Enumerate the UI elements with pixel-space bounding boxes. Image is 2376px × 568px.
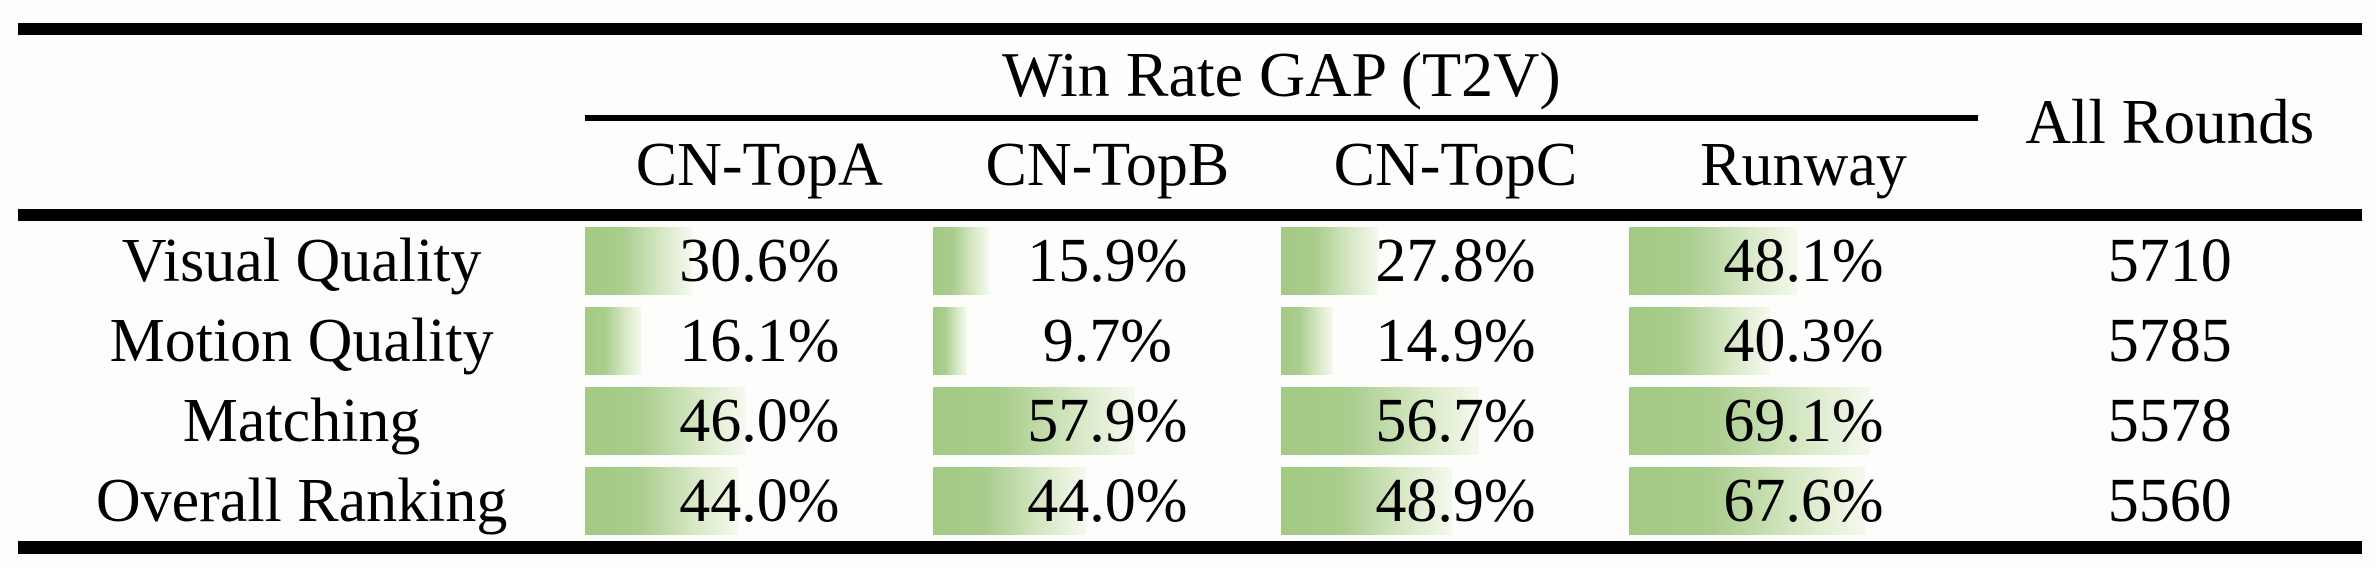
win-rate-value: 30.6% (679, 227, 840, 295)
win-rate-bar (1629, 387, 1870, 455)
win-rate-bar (933, 227, 989, 295)
win-rate-bar (1629, 307, 1770, 375)
all-rounds-value: 5578 (2107, 387, 2232, 455)
win-rate-value: 27.8% (1375, 227, 1536, 295)
table-row: Overall Ranking 44.0% 44.0% 48.9% 67.6% … (18, 461, 2362, 541)
win-rate-cell: 27.8% (1281, 221, 1629, 301)
bottom-rule (18, 541, 2362, 554)
win-rate-value: 69.1% (1723, 387, 1884, 455)
win-rate-bar (1281, 307, 1334, 375)
win-rate-table: Win Rate GAP (T2V) All Rounds CN-TopA CN… (18, 23, 2362, 554)
column-header-runway: Runway (1700, 131, 1907, 199)
header-body-rule (18, 209, 2362, 221)
win-rate-value: 56.7% (1375, 387, 1536, 455)
win-rate-value: 14.9% (1375, 307, 1536, 375)
row-label: Motion Quality (109, 307, 494, 375)
win-rate-cell: 56.7% (1281, 381, 1629, 461)
win-rate-cell: 40.3% (1629, 301, 1977, 381)
table-row: Visual Quality 30.6% 15.9% 27.8% 48.1% 5… (18, 221, 2362, 301)
win-rate-cell: 16.1% (585, 301, 933, 381)
win-rate-cell: 46.0% (585, 381, 933, 461)
win-rate-cell: 44.0% (585, 461, 933, 541)
column-header-cn-topb: CN-TopB (985, 131, 1230, 199)
win-rate-bar (933, 387, 1135, 455)
row-label: Overall Ranking (95, 467, 508, 535)
win-rate-cell: 57.9% (933, 381, 1281, 461)
win-rate-cell: 69.1% (1629, 381, 1977, 461)
all-rounds-value: 5560 (2107, 467, 2232, 535)
win-rate-bar (1629, 227, 1797, 295)
win-rate-cell: 48.9% (1281, 461, 1629, 541)
win-rate-value: 46.0% (679, 387, 840, 455)
win-rate-bar (1281, 467, 1452, 535)
win-rate-value: 9.7% (1042, 307, 1172, 375)
win-rate-cell: 15.9% (933, 221, 1281, 301)
win-rate-value: 44.0% (1027, 467, 1188, 535)
win-rate-bar (933, 307, 968, 375)
table-row: Motion Quality 16.1% 9.7% 14.9% 40.3% 57… (18, 301, 2362, 381)
win-rate-cell: 44.0% (933, 461, 1281, 541)
row-label: Matching (182, 387, 421, 455)
group-header-win-rate-gap: Win Rate GAP (T2V) (1002, 39, 1561, 110)
win-rate-bar (1629, 467, 1865, 535)
win-rate-value: 57.9% (1027, 387, 1188, 455)
win-rate-bar (585, 467, 739, 535)
corner-empty-cell (18, 35, 585, 209)
win-rate-cell: 67.6% (1629, 461, 1977, 541)
win-rate-value: 16.1% (679, 307, 840, 375)
win-rate-cell: 30.6% (585, 221, 933, 301)
row-label: Visual Quality (121, 227, 482, 295)
win-rate-bar (585, 227, 692, 295)
win-rate-bar (585, 307, 642, 375)
win-rate-bar (933, 467, 1087, 535)
all-rounds-value: 5710 (2107, 227, 2232, 295)
all-rounds-value: 5785 (2107, 307, 2232, 375)
column-header-cn-topc: CN-TopC (1333, 131, 1578, 199)
win-rate-cell: 48.1% (1629, 221, 1977, 301)
win-rate-value: 15.9% (1027, 227, 1188, 295)
column-header-cn-topa: CN-TopA (635, 131, 883, 199)
win-rate-cell: 14.9% (1281, 301, 1629, 381)
win-rate-value: 48.1% (1723, 227, 1884, 295)
top-rule (18, 23, 2362, 35)
win-rate-bar (1281, 387, 1479, 455)
win-rate-bar (585, 387, 746, 455)
win-rate-value: 40.3% (1723, 307, 1884, 375)
win-rate-value: 67.6% (1723, 467, 1884, 535)
win-rate-cell: 9.7% (933, 301, 1281, 381)
win-rate-bar (1281, 227, 1379, 295)
group-header-rule (585, 115, 1978, 121)
table-header: Win Rate GAP (T2V) All Rounds CN-TopA CN… (18, 35, 2362, 209)
column-header-all-rounds: All Rounds (2025, 86, 2315, 157)
win-rate-value: 44.0% (679, 467, 840, 535)
table-row: Matching 46.0% 57.9% 56.7% 69.1% 5578 (18, 381, 2362, 461)
win-rate-value: 48.9% (1375, 467, 1536, 535)
